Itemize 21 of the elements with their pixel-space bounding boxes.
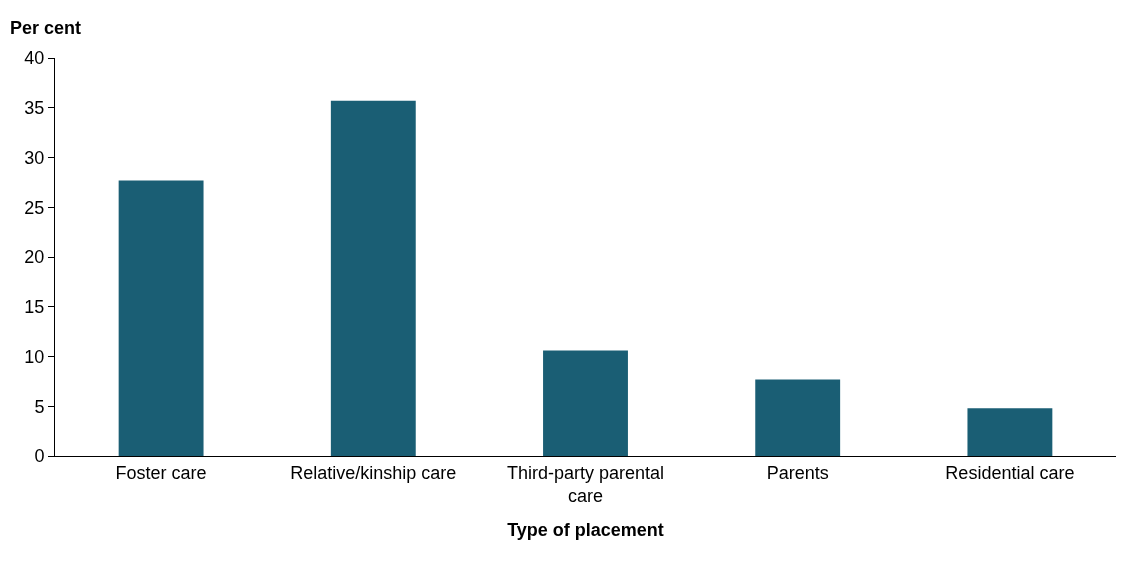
y-tick-label: 25 (24, 197, 45, 218)
y-tick-label: 20 (24, 247, 45, 268)
y-axis-title: Per cent (10, 18, 82, 38)
bar (755, 379, 841, 456)
bar (543, 350, 628, 456)
x-tick-label: Third-party parental care (506, 462, 665, 506)
y-tick-label: 10 (24, 346, 45, 367)
bar (967, 408, 1053, 456)
bar (118, 180, 204, 456)
x-axis-title: Type of placement (507, 520, 664, 541)
y-tick-label: 30 (24, 147, 45, 168)
y-tick-label: 15 (24, 297, 45, 318)
y-tick-label: 5 (34, 396, 45, 417)
y-tick-label: 40 (24, 48, 45, 69)
x-tick-label: Foster care (115, 462, 207, 483)
x-tick-label: Residential care (945, 462, 1075, 483)
y-tick-label: 35 (24, 98, 45, 119)
x-tick-label: Parents (766, 462, 829, 483)
bar (330, 100, 416, 456)
y-tick-label: 0 (34, 446, 45, 467)
x-tick-label: Relative/kinship care (290, 462, 457, 483)
